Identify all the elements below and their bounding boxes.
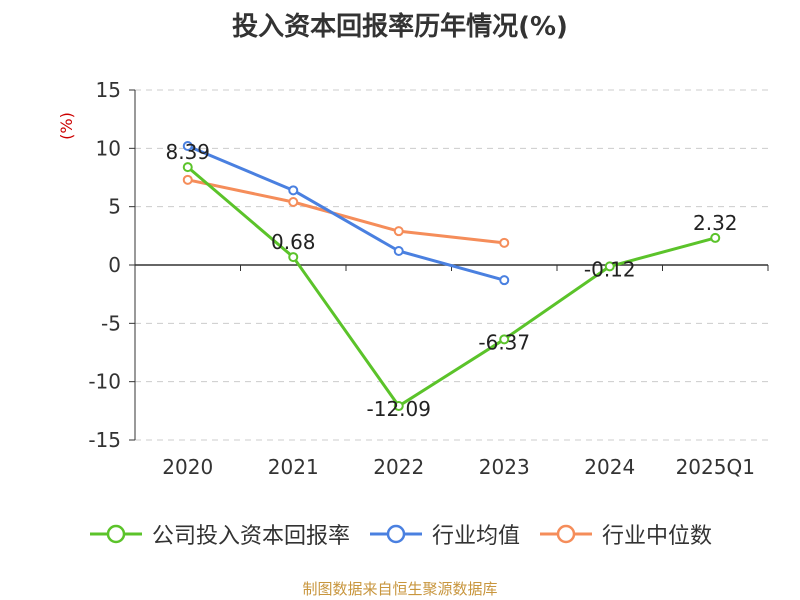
data-label: 0.68 (271, 230, 316, 254)
series-line-industry-avg (187, 144, 505, 282)
x-tick-label: 2021 (268, 455, 319, 479)
data-point-industry-avg (182, 141, 193, 151)
data-point-industry-median (393, 226, 404, 237)
data-label: -0.12 (584, 257, 636, 281)
series-lines (182, 141, 721, 412)
data-point-company (393, 401, 404, 412)
legend-circle (386, 524, 406, 544)
legend-circle (106, 524, 126, 544)
legend-label-company: 公司投入资本回报率 (151, 524, 350, 549)
data-label: 2.32 (693, 211, 738, 235)
y-tick-label: -15 (88, 428, 121, 452)
y-tick-label: 10 (96, 136, 121, 160)
legend-label-industry-avg: 行业均值 (431, 524, 520, 549)
legend-item-industry-avg[interactable]: 行业均值 (368, 518, 520, 550)
y-tick-label: 5 (108, 195, 121, 219)
legend-label-industry-median: 行业中位数 (602, 524, 713, 549)
x-tick-label: 2024 (584, 455, 635, 479)
data-point-company (710, 232, 721, 243)
x-tick-label: 2020 (162, 455, 213, 479)
x-tick-label: 2022 (373, 455, 424, 479)
y-tick-label: 15 (96, 78, 121, 102)
data-label: -12.09 (367, 397, 431, 421)
data-label: 8.39 (165, 140, 210, 164)
x-tick-label: 2025Q1 (676, 455, 755, 479)
legend-item-company[interactable]: 公司投入资本回报率 (88, 518, 350, 550)
y-axis-label: (%) (57, 112, 76, 140)
axes: 15 10 5 0 -5 -10 -15 2020 2021 2022 2023 2024 2025Q1 (88, 78, 769, 479)
data-point-industry-avg (288, 185, 299, 196)
series-line-company (186, 165, 716, 408)
y-tick-label: 0 (108, 253, 121, 277)
data-point-company (182, 162, 193, 173)
x-tick-label: 2023 (479, 455, 530, 479)
legend-item-industry-median[interactable]: 行业中位数 (538, 518, 712, 550)
data-source-note: 制图数据来自恒生聚源数据库 (302, 580, 498, 598)
data-point-industry-median (182, 174, 193, 185)
legend-line-marker-industry-median (540, 524, 592, 544)
chart-title: 投入资本回报率历年情况(%) (232, 12, 568, 42)
legend-circle (556, 524, 576, 544)
data-point-industry-median (288, 197, 299, 207)
series-line-industry-median (187, 178, 505, 245)
y-tick-label: -10 (88, 370, 121, 394)
legend: 公司投入资本回报率 行业均值 行业中位数 (0, 518, 800, 550)
data-point-company (604, 261, 615, 272)
legend-line-marker-company (89, 524, 142, 544)
data-point-industry-avg (393, 246, 404, 256)
data-point-company (288, 252, 299, 263)
data-point-company (499, 334, 510, 345)
legend-line-marker-industry-avg (369, 524, 422, 544)
data-labels: 8.39 0.68 -12.09 -6.37 -0.12 2.32 (165, 140, 737, 421)
y-tick-label: -5 (101, 311, 121, 335)
data-point-industry-median (499, 237, 510, 248)
data-point-industry-avg (499, 275, 510, 286)
data-label: -6.37 (478, 330, 530, 354)
